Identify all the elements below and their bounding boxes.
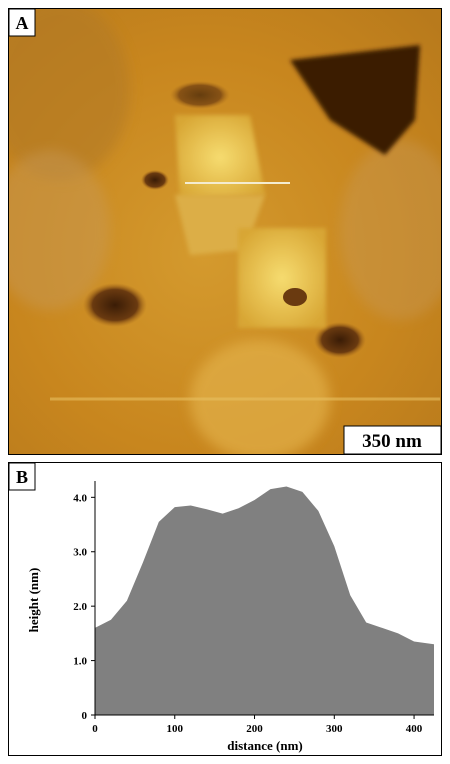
plot: 0 1.0 2.0 3.0 4.0 0 100 200 300 400 xyxy=(73,481,434,735)
x-tick-label: 400 xyxy=(406,723,423,735)
scale-bar: 350 nm xyxy=(362,431,422,452)
panel-label: A xyxy=(16,13,29,33)
area xyxy=(95,486,434,715)
panel-label: B xyxy=(16,467,28,487)
x-axis-label: distance (nm) xyxy=(227,738,302,753)
y-tick-label: 4.0 xyxy=(73,492,87,504)
x-tick-label: 300 xyxy=(326,723,343,735)
y-tick-label: 2.0 xyxy=(73,601,87,613)
x-tick-label: 100 xyxy=(167,723,184,735)
y-axis-label: height (nm) xyxy=(26,568,41,633)
y-tick-label: 1.0 xyxy=(73,656,87,668)
x-tick-label: 200 xyxy=(246,723,263,735)
afm-image xyxy=(0,0,450,460)
y-tick-label: 3.0 xyxy=(73,547,87,559)
y-tick-label: 0 xyxy=(82,710,88,722)
x-tick-label: 0 xyxy=(92,723,98,735)
figure: A 350 nm B distance (nm) height (nm) 0 1.… xyxy=(0,0,450,759)
